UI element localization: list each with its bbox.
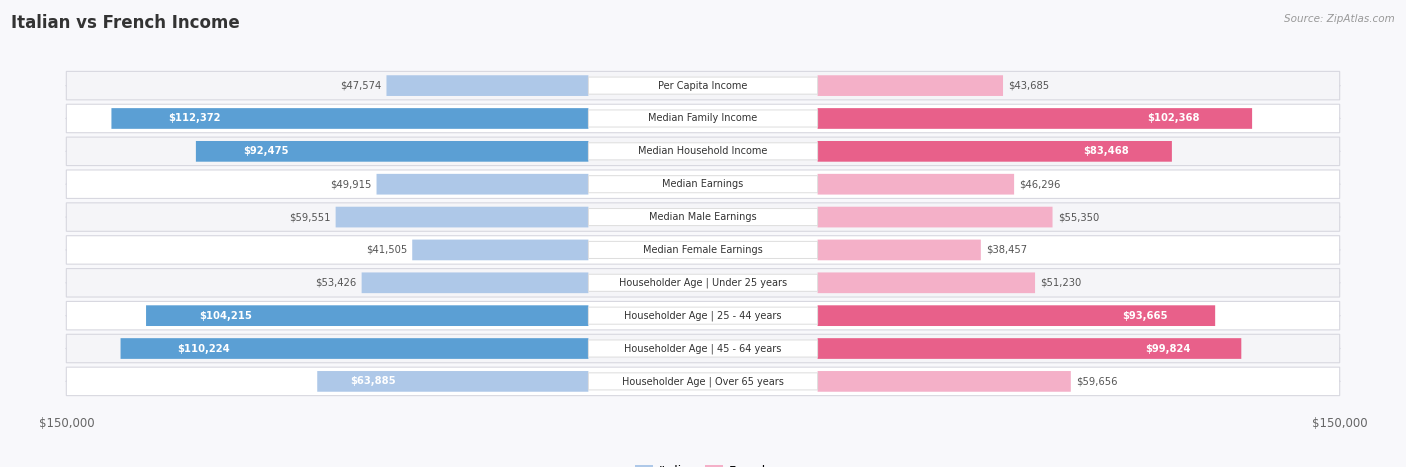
FancyBboxPatch shape: [121, 338, 588, 359]
FancyBboxPatch shape: [818, 108, 1253, 129]
Text: Householder Age | 45 - 64 years: Householder Age | 45 - 64 years: [624, 343, 782, 354]
FancyBboxPatch shape: [318, 371, 588, 392]
Text: $43,685: $43,685: [1008, 81, 1049, 91]
FancyBboxPatch shape: [387, 75, 588, 96]
FancyBboxPatch shape: [66, 236, 1340, 264]
Text: Median Household Income: Median Household Income: [638, 146, 768, 156]
Text: $93,665: $93,665: [1122, 311, 1167, 321]
Legend: Italian, French: Italian, French: [630, 460, 776, 467]
Text: Householder Age | Under 25 years: Householder Age | Under 25 years: [619, 277, 787, 288]
Text: Median Family Income: Median Family Income: [648, 113, 758, 123]
Text: $41,505: $41,505: [366, 245, 408, 255]
FancyBboxPatch shape: [818, 338, 1241, 359]
Text: $59,656: $59,656: [1076, 376, 1118, 386]
Text: $55,350: $55,350: [1057, 212, 1099, 222]
Text: Median Male Earnings: Median Male Earnings: [650, 212, 756, 222]
FancyBboxPatch shape: [66, 203, 1340, 231]
FancyBboxPatch shape: [588, 373, 818, 390]
Text: $99,824: $99,824: [1144, 344, 1191, 354]
Text: Householder Age | Over 65 years: Householder Age | Over 65 years: [621, 376, 785, 387]
FancyBboxPatch shape: [66, 301, 1340, 330]
FancyBboxPatch shape: [588, 143, 818, 160]
FancyBboxPatch shape: [588, 241, 818, 258]
FancyBboxPatch shape: [818, 174, 1014, 195]
Text: Source: ZipAtlas.com: Source: ZipAtlas.com: [1284, 14, 1395, 24]
Text: $49,915: $49,915: [330, 179, 371, 189]
FancyBboxPatch shape: [588, 110, 818, 127]
Text: $92,475: $92,475: [243, 146, 288, 156]
FancyBboxPatch shape: [146, 305, 588, 326]
FancyBboxPatch shape: [818, 272, 1035, 293]
Text: Italian vs French Income: Italian vs French Income: [11, 14, 240, 32]
Text: $53,426: $53,426: [315, 278, 357, 288]
Text: $46,296: $46,296: [1019, 179, 1060, 189]
FancyBboxPatch shape: [361, 272, 588, 293]
FancyBboxPatch shape: [588, 274, 818, 291]
FancyBboxPatch shape: [818, 207, 1053, 227]
FancyBboxPatch shape: [588, 340, 818, 357]
FancyBboxPatch shape: [377, 174, 588, 195]
FancyBboxPatch shape: [336, 207, 588, 227]
FancyBboxPatch shape: [588, 176, 818, 193]
FancyBboxPatch shape: [66, 71, 1340, 100]
FancyBboxPatch shape: [412, 240, 588, 260]
Text: $102,368: $102,368: [1147, 113, 1199, 123]
FancyBboxPatch shape: [588, 209, 818, 226]
Text: $112,372: $112,372: [169, 113, 221, 123]
Text: Per Capita Income: Per Capita Income: [658, 81, 748, 91]
FancyBboxPatch shape: [588, 77, 818, 94]
Text: $63,885: $63,885: [350, 376, 395, 386]
FancyBboxPatch shape: [66, 137, 1340, 166]
Text: $104,215: $104,215: [200, 311, 252, 321]
Text: $47,574: $47,574: [340, 81, 381, 91]
FancyBboxPatch shape: [66, 367, 1340, 396]
Text: $38,457: $38,457: [986, 245, 1026, 255]
Text: $83,468: $83,468: [1084, 146, 1129, 156]
FancyBboxPatch shape: [588, 307, 818, 324]
FancyBboxPatch shape: [111, 108, 588, 129]
FancyBboxPatch shape: [195, 141, 588, 162]
FancyBboxPatch shape: [66, 170, 1340, 198]
Text: Median Female Earnings: Median Female Earnings: [643, 245, 763, 255]
FancyBboxPatch shape: [818, 305, 1215, 326]
FancyBboxPatch shape: [818, 371, 1071, 392]
FancyBboxPatch shape: [66, 104, 1340, 133]
Text: Householder Age | 25 - 44 years: Householder Age | 25 - 44 years: [624, 311, 782, 321]
FancyBboxPatch shape: [818, 240, 981, 260]
Text: Median Earnings: Median Earnings: [662, 179, 744, 189]
Text: $59,551: $59,551: [290, 212, 330, 222]
FancyBboxPatch shape: [818, 141, 1171, 162]
FancyBboxPatch shape: [66, 269, 1340, 297]
Text: $110,224: $110,224: [177, 344, 229, 354]
Text: $51,230: $51,230: [1040, 278, 1081, 288]
FancyBboxPatch shape: [818, 75, 1002, 96]
FancyBboxPatch shape: [66, 334, 1340, 363]
